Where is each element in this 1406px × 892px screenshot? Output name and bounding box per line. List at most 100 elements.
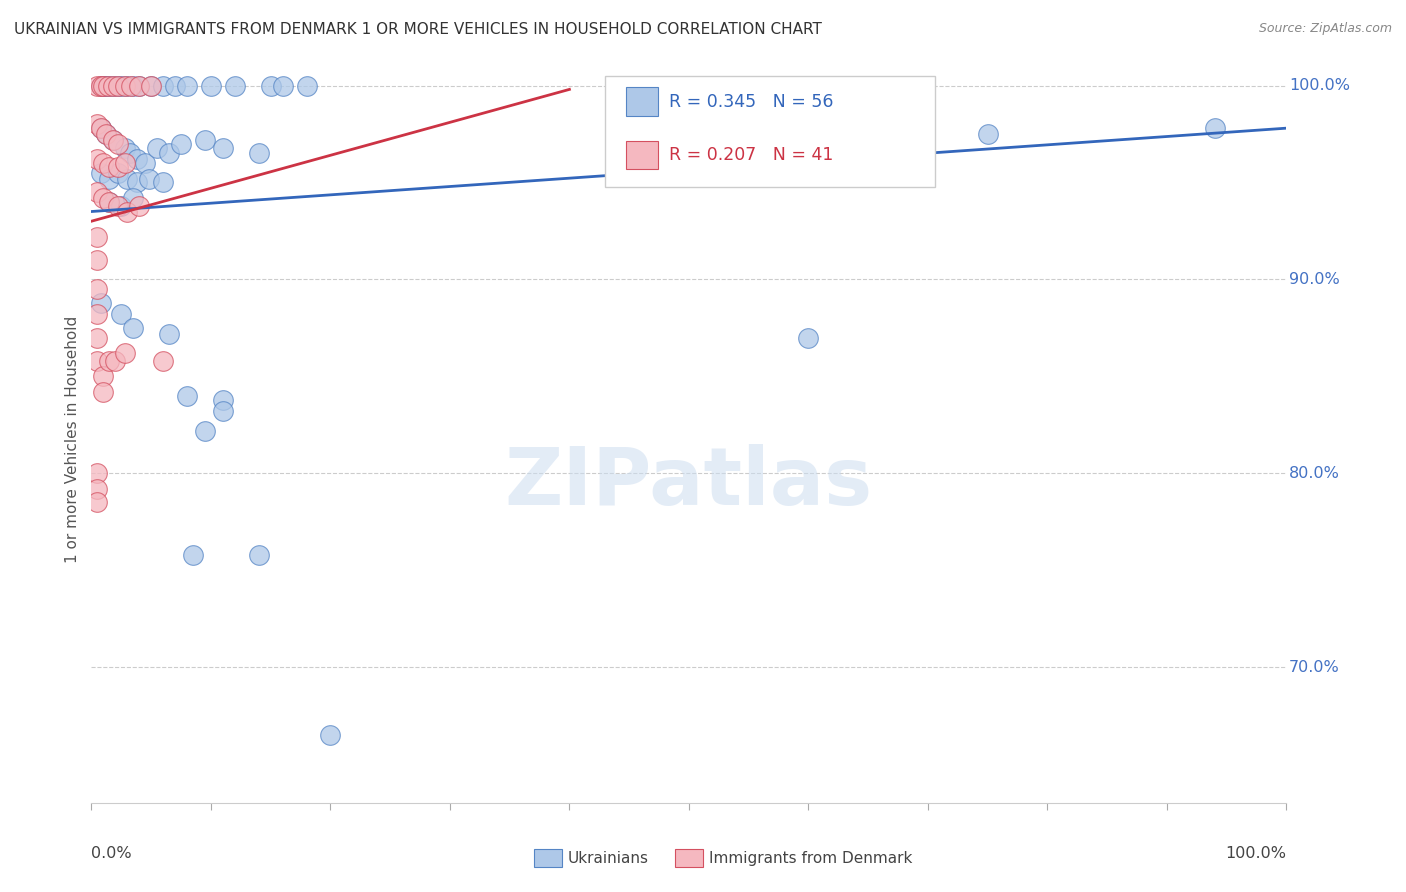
Point bbox=[93, 156, 114, 170]
Point bbox=[141, 78, 162, 93]
Point bbox=[128, 78, 150, 93]
Point bbox=[93, 384, 114, 399]
Point bbox=[211, 140, 233, 154]
Point bbox=[86, 252, 108, 267]
Point bbox=[90, 121, 112, 136]
Point bbox=[115, 78, 138, 93]
Point bbox=[134, 156, 156, 170]
Point bbox=[94, 127, 117, 141]
Text: ZIPatlas: ZIPatlas bbox=[505, 444, 873, 522]
Point bbox=[114, 140, 136, 154]
Point bbox=[114, 346, 136, 360]
Text: Ukrainians: Ukrainians bbox=[568, 851, 650, 865]
Point bbox=[98, 353, 121, 368]
Point bbox=[111, 78, 134, 93]
Point bbox=[98, 194, 121, 209]
Point bbox=[176, 78, 198, 93]
Point bbox=[101, 133, 124, 147]
Point bbox=[110, 199, 132, 213]
Point bbox=[211, 392, 233, 407]
Point bbox=[107, 78, 129, 93]
Text: 90.0%: 90.0% bbox=[1289, 272, 1340, 287]
Point bbox=[120, 78, 142, 93]
Point bbox=[97, 78, 120, 93]
Point bbox=[797, 330, 820, 344]
Point bbox=[101, 78, 124, 93]
Point bbox=[976, 127, 998, 141]
Point bbox=[128, 78, 150, 93]
Point bbox=[86, 117, 108, 131]
Point bbox=[146, 140, 169, 154]
Point bbox=[107, 160, 129, 174]
Point bbox=[122, 321, 145, 335]
Point bbox=[101, 78, 124, 93]
Text: 70.0%: 70.0% bbox=[1289, 659, 1340, 674]
Point bbox=[157, 326, 180, 341]
Point bbox=[114, 156, 136, 170]
Point bbox=[97, 78, 120, 93]
Point bbox=[157, 146, 180, 161]
Point bbox=[90, 295, 112, 310]
Point bbox=[138, 171, 160, 186]
Point bbox=[194, 424, 217, 438]
Point bbox=[271, 78, 294, 93]
Point bbox=[86, 482, 108, 496]
Point bbox=[86, 282, 108, 296]
Point bbox=[86, 353, 108, 368]
Point bbox=[110, 307, 132, 321]
Point bbox=[86, 330, 108, 344]
Point bbox=[101, 133, 124, 147]
Point bbox=[94, 78, 117, 93]
Text: UKRAINIAN VS IMMIGRANTS FROM DENMARK 1 OR MORE VEHICLES IN HOUSEHOLD CORRELATION: UKRAINIAN VS IMMIGRANTS FROM DENMARK 1 O… bbox=[14, 22, 823, 37]
Point bbox=[122, 191, 145, 205]
Point bbox=[98, 194, 121, 209]
Point bbox=[319, 728, 342, 742]
Text: R = 0.345   N = 56: R = 0.345 N = 56 bbox=[669, 93, 834, 111]
Point bbox=[104, 353, 127, 368]
Point bbox=[93, 78, 114, 93]
Point bbox=[86, 185, 108, 199]
Point bbox=[86, 307, 108, 321]
Text: Source: ZipAtlas.com: Source: ZipAtlas.com bbox=[1258, 22, 1392, 36]
Point bbox=[98, 171, 121, 186]
Point bbox=[107, 166, 129, 180]
Point bbox=[247, 146, 270, 161]
Point bbox=[86, 495, 108, 509]
Point bbox=[114, 78, 136, 93]
Point bbox=[86, 229, 108, 244]
Point bbox=[194, 133, 217, 147]
Point bbox=[115, 171, 138, 186]
Point bbox=[170, 136, 193, 151]
Point bbox=[152, 353, 174, 368]
Point bbox=[128, 199, 150, 213]
Point bbox=[107, 199, 129, 213]
Point bbox=[93, 191, 114, 205]
Point bbox=[118, 146, 141, 161]
Y-axis label: 1 or more Vehicles in Household: 1 or more Vehicles in Household bbox=[65, 316, 80, 563]
Text: 80.0%: 80.0% bbox=[1289, 466, 1340, 481]
Point bbox=[90, 121, 112, 136]
Point bbox=[152, 176, 174, 190]
Point bbox=[125, 152, 148, 166]
Point bbox=[295, 78, 318, 93]
Point bbox=[94, 127, 117, 141]
Point bbox=[115, 204, 138, 219]
Point bbox=[200, 78, 222, 93]
Point bbox=[247, 548, 270, 562]
Point bbox=[141, 78, 162, 93]
Point bbox=[98, 160, 121, 174]
Point bbox=[211, 404, 233, 418]
Point bbox=[224, 78, 246, 93]
Text: R = 0.207   N = 41: R = 0.207 N = 41 bbox=[669, 146, 834, 164]
Point bbox=[1204, 121, 1226, 136]
Text: 100.0%: 100.0% bbox=[1226, 847, 1286, 862]
Point bbox=[107, 78, 129, 93]
Point bbox=[86, 467, 108, 481]
Point bbox=[90, 78, 112, 93]
Point bbox=[90, 78, 112, 93]
Point bbox=[163, 78, 186, 93]
Point bbox=[176, 389, 198, 403]
Point bbox=[107, 136, 129, 151]
Point bbox=[259, 78, 281, 93]
Point bbox=[90, 166, 112, 180]
